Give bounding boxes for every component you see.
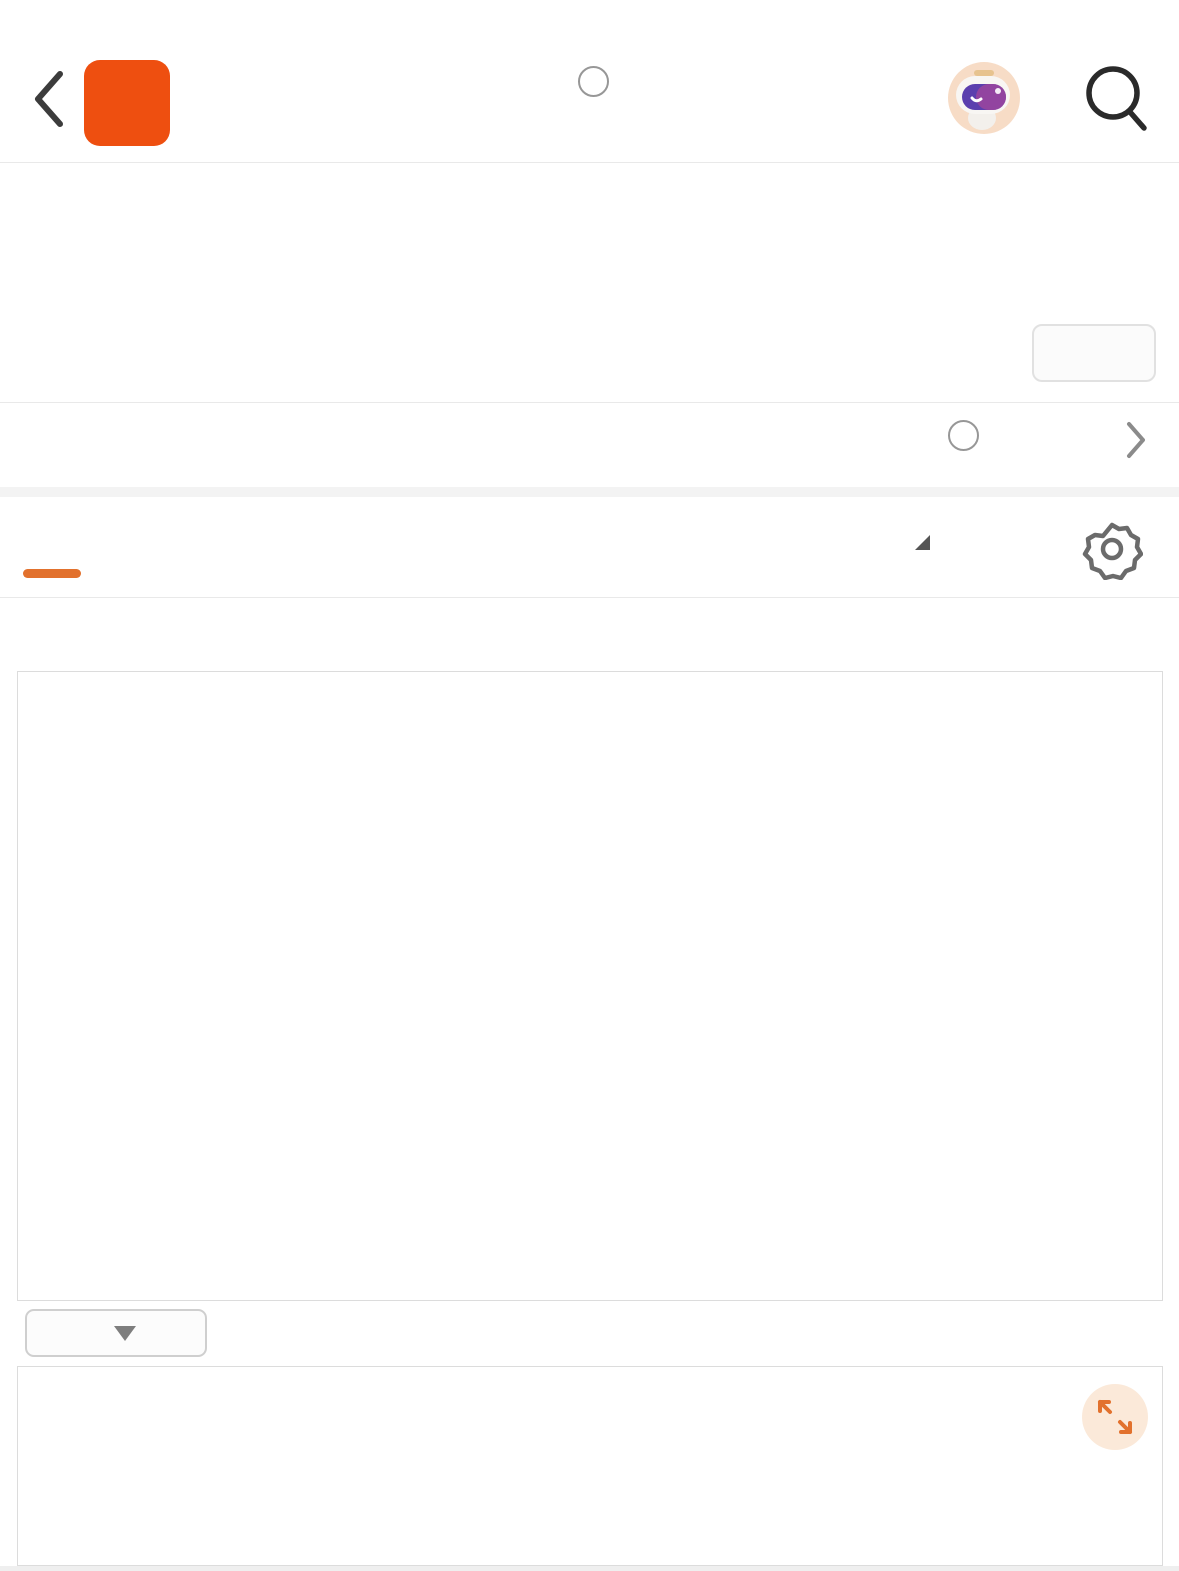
caret-down-icon bbox=[114, 1325, 136, 1341]
more-stats-button[interactable] bbox=[1032, 324, 1156, 382]
chart-period-tabs bbox=[0, 500, 1179, 597]
robot-icon bbox=[948, 62, 1020, 134]
bottom-strip bbox=[0, 1566, 1179, 1571]
assistant-robot-avatar[interactable] bbox=[946, 60, 1022, 136]
section-separator bbox=[0, 487, 1179, 497]
volume-bars-plot bbox=[18, 1367, 1162, 1565]
expand-arrows-icon bbox=[1098, 1400, 1132, 1434]
settings-gear-icon[interactable] bbox=[1081, 518, 1143, 580]
info-icon[interactable] bbox=[578, 66, 609, 97]
search-button[interactable] bbox=[1080, 62, 1152, 134]
header-divider bbox=[0, 162, 1179, 163]
minute-price-chart[interactable] bbox=[17, 671, 1163, 1301]
back-button[interactable] bbox=[30, 68, 70, 130]
help-icon[interactable] bbox=[948, 420, 979, 451]
expand-chart-button[interactable] bbox=[1082, 1384, 1148, 1450]
search-icon bbox=[1086, 66, 1147, 131]
dropdown-corner-icon bbox=[914, 534, 930, 550]
volume-bar-chart[interactable] bbox=[17, 1366, 1163, 1566]
volume-metric-selector[interactable] bbox=[25, 1309, 207, 1357]
divider bbox=[0, 597, 1179, 598]
divider bbox=[0, 402, 1179, 403]
eastmoney-logo bbox=[84, 60, 170, 146]
chevron-left-icon bbox=[35, 71, 63, 127]
price-line-plot bbox=[18, 672, 1162, 1300]
chevron-right-icon[interactable] bbox=[1124, 420, 1148, 460]
